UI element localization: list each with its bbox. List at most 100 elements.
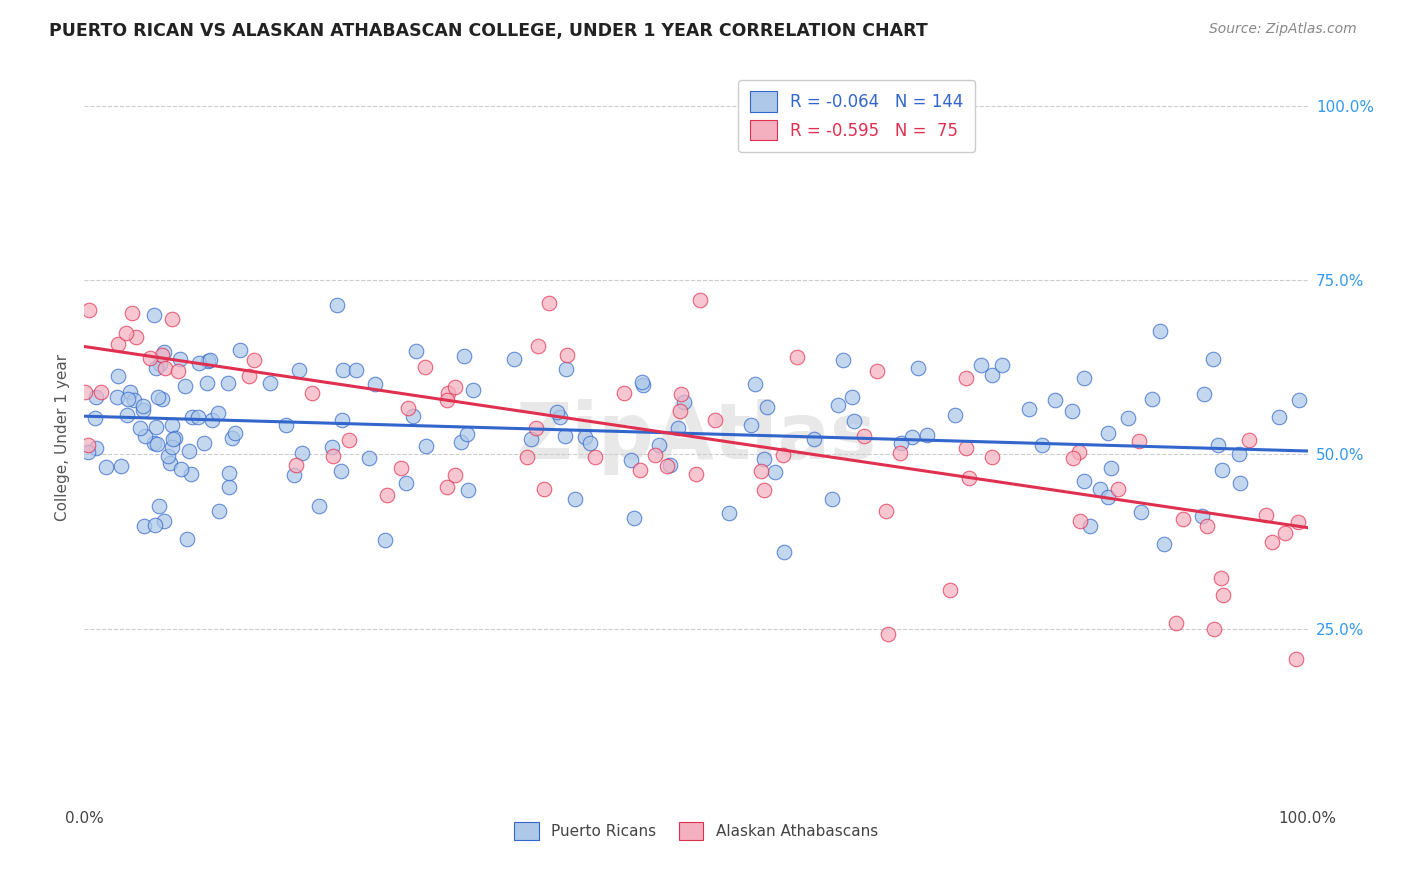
Point: [145, 420, 167, 434]
Point: [389, 461, 412, 475]
Point: [527, 339, 550, 353]
Point: [195, 376, 218, 391]
Point: [170, 462, 193, 476]
Point: [752, 483, 775, 498]
Point: [831, 353, 853, 368]
Point: [291, 446, 314, 460]
Point: [557, 348, 579, 362]
Point: [436, 392, 458, 407]
Text: ZipAtlas: ZipAtlas: [516, 399, 876, 475]
Point: [322, 449, 344, 463]
Point: [1204, 622, 1226, 636]
Point: [1069, 514, 1091, 528]
Point: [173, 379, 195, 393]
Point: [132, 519, 155, 533]
Point: [1212, 588, 1234, 602]
Point: [188, 356, 211, 370]
Point: [79, 302, 101, 317]
Point: [110, 459, 132, 474]
Point: [1078, 518, 1101, 533]
Y-axis label: College, Under 1 year: College, Under 1 year: [55, 353, 70, 521]
Point: [308, 500, 330, 514]
Point: [623, 511, 645, 525]
Point: [1195, 519, 1218, 533]
Point: [644, 448, 666, 462]
Point: [754, 452, 776, 467]
Point: [461, 384, 484, 398]
Point: [628, 463, 651, 477]
Point: [1267, 410, 1289, 425]
Point: [143, 518, 166, 533]
Point: [503, 352, 526, 367]
Point: [186, 410, 208, 425]
Point: [1060, 403, 1083, 417]
Point: [574, 430, 596, 444]
Point: [1130, 505, 1153, 519]
Point: [166, 364, 188, 378]
Point: [450, 434, 472, 449]
Point: [550, 409, 572, 424]
Point: [396, 401, 419, 416]
Point: [134, 429, 156, 443]
Point: [132, 399, 155, 413]
Point: [155, 361, 177, 376]
Point: [238, 368, 260, 383]
Point: [980, 368, 1002, 382]
Point: [704, 413, 727, 427]
Point: [841, 390, 863, 404]
Point: [1116, 410, 1139, 425]
Text: PUERTO RICAN VS ALASKAN ATHABASCAN COLLEGE, UNDER 1 YEAR CORRELATION CHART: PUERTO RICAN VS ALASKAN ATHABASCAN COLLE…: [49, 22, 928, 40]
Point: [744, 376, 766, 391]
Point: [669, 387, 692, 401]
Point: [1202, 352, 1225, 367]
Point: [685, 467, 707, 482]
Point: [453, 349, 475, 363]
Point: [364, 377, 387, 392]
Point: [1140, 392, 1163, 406]
Point: [1288, 393, 1310, 408]
Point: [152, 392, 174, 406]
Point: [162, 440, 184, 454]
Point: [1171, 512, 1194, 526]
Point: [1211, 571, 1233, 585]
Point: [142, 308, 165, 322]
Point: [149, 358, 172, 372]
Point: [337, 433, 360, 447]
Point: [193, 435, 215, 450]
Point: [148, 500, 170, 514]
Point: [803, 432, 825, 446]
Point: [375, 487, 398, 501]
Point: [1229, 475, 1251, 490]
Point: [201, 413, 224, 427]
Point: [456, 427, 478, 442]
Point: [344, 362, 367, 376]
Point: [94, 460, 117, 475]
Point: [1018, 401, 1040, 416]
Point: [107, 369, 129, 384]
Point: [107, 337, 129, 351]
Point: [1099, 460, 1122, 475]
Point: [1062, 450, 1084, 465]
Point: [198, 353, 221, 368]
Point: [943, 408, 966, 422]
Point: [288, 363, 311, 377]
Point: [1206, 437, 1229, 451]
Point: [827, 398, 849, 412]
Point: [564, 491, 586, 506]
Point: [1073, 475, 1095, 489]
Point: [1031, 438, 1053, 452]
Point: [224, 425, 246, 440]
Point: [75, 385, 97, 400]
Point: [143, 435, 166, 450]
Point: [180, 467, 202, 481]
Point: [820, 491, 842, 506]
Point: [579, 435, 602, 450]
Point: [181, 409, 204, 424]
Point: [153, 514, 176, 528]
Point: [1260, 534, 1282, 549]
Point: [915, 428, 938, 442]
Point: [668, 420, 690, 434]
Point: [330, 464, 353, 478]
Point: [1153, 537, 1175, 551]
Point: [321, 441, 343, 455]
